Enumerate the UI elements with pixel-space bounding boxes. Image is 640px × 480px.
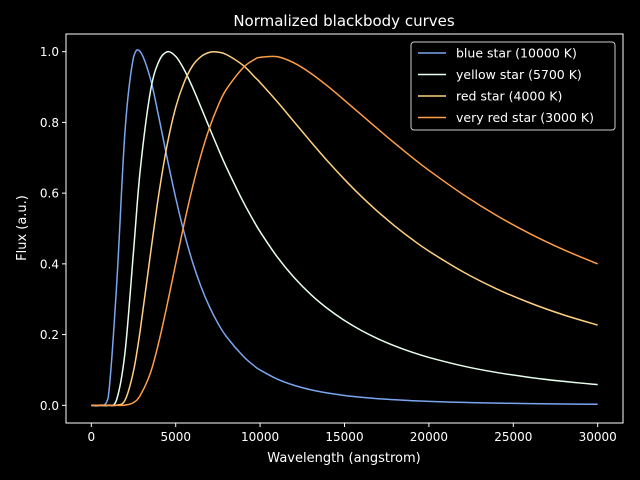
x-tick-label: 5000 <box>160 430 191 444</box>
legend-label-2: yellow star (5700 K) <box>456 67 582 82</box>
x-tick-label: 0 <box>87 430 95 444</box>
legend-label-1: blue star (10000 K) <box>456 46 577 61</box>
series-line-1 <box>91 49 598 407</box>
series-line-3 <box>91 51 598 407</box>
legend-box <box>410 41 616 131</box>
chart-title: Normalized blackbody curves <box>233 12 455 30</box>
x-tick-label: 20000 <box>410 430 448 444</box>
y-axis-label: Flux (a.u.) <box>15 195 30 261</box>
legend: blue star (10000 K) yellow star (5700 K) r… <box>410 41 616 131</box>
y-axis-ticks: 0.0 0.2 0.4 0.6 0.8 1.0 <box>40 45 66 413</box>
y-tick-label: 0.2 <box>40 328 59 342</box>
x-tick-label: 30000 <box>579 430 617 444</box>
y-tick-label: 0.8 <box>40 116 59 130</box>
y-tick-label: 0.4 <box>40 257 59 271</box>
series-curves <box>91 49 598 407</box>
series-line-4 <box>91 55 598 407</box>
series-line-2 <box>91 50 598 407</box>
y-tick-label: 0.6 <box>40 187 59 201</box>
legend-label-4: very red star (3000 K) <box>456 110 594 125</box>
x-axis-label: Wavelength (angstrom) <box>267 451 420 466</box>
x-tick-label: 10000 <box>241 430 279 444</box>
legend-label-3: red star (4000 K) <box>456 89 562 104</box>
x-tick-label: 15000 <box>325 430 363 444</box>
x-tick-label: 25000 <box>494 430 532 444</box>
y-tick-label: 1.0 <box>40 45 59 59</box>
x-axis-ticks: 0 5000 10000 15000 20000 25000 30000 <box>87 423 617 444</box>
y-tick-label: 0.0 <box>40 399 59 413</box>
